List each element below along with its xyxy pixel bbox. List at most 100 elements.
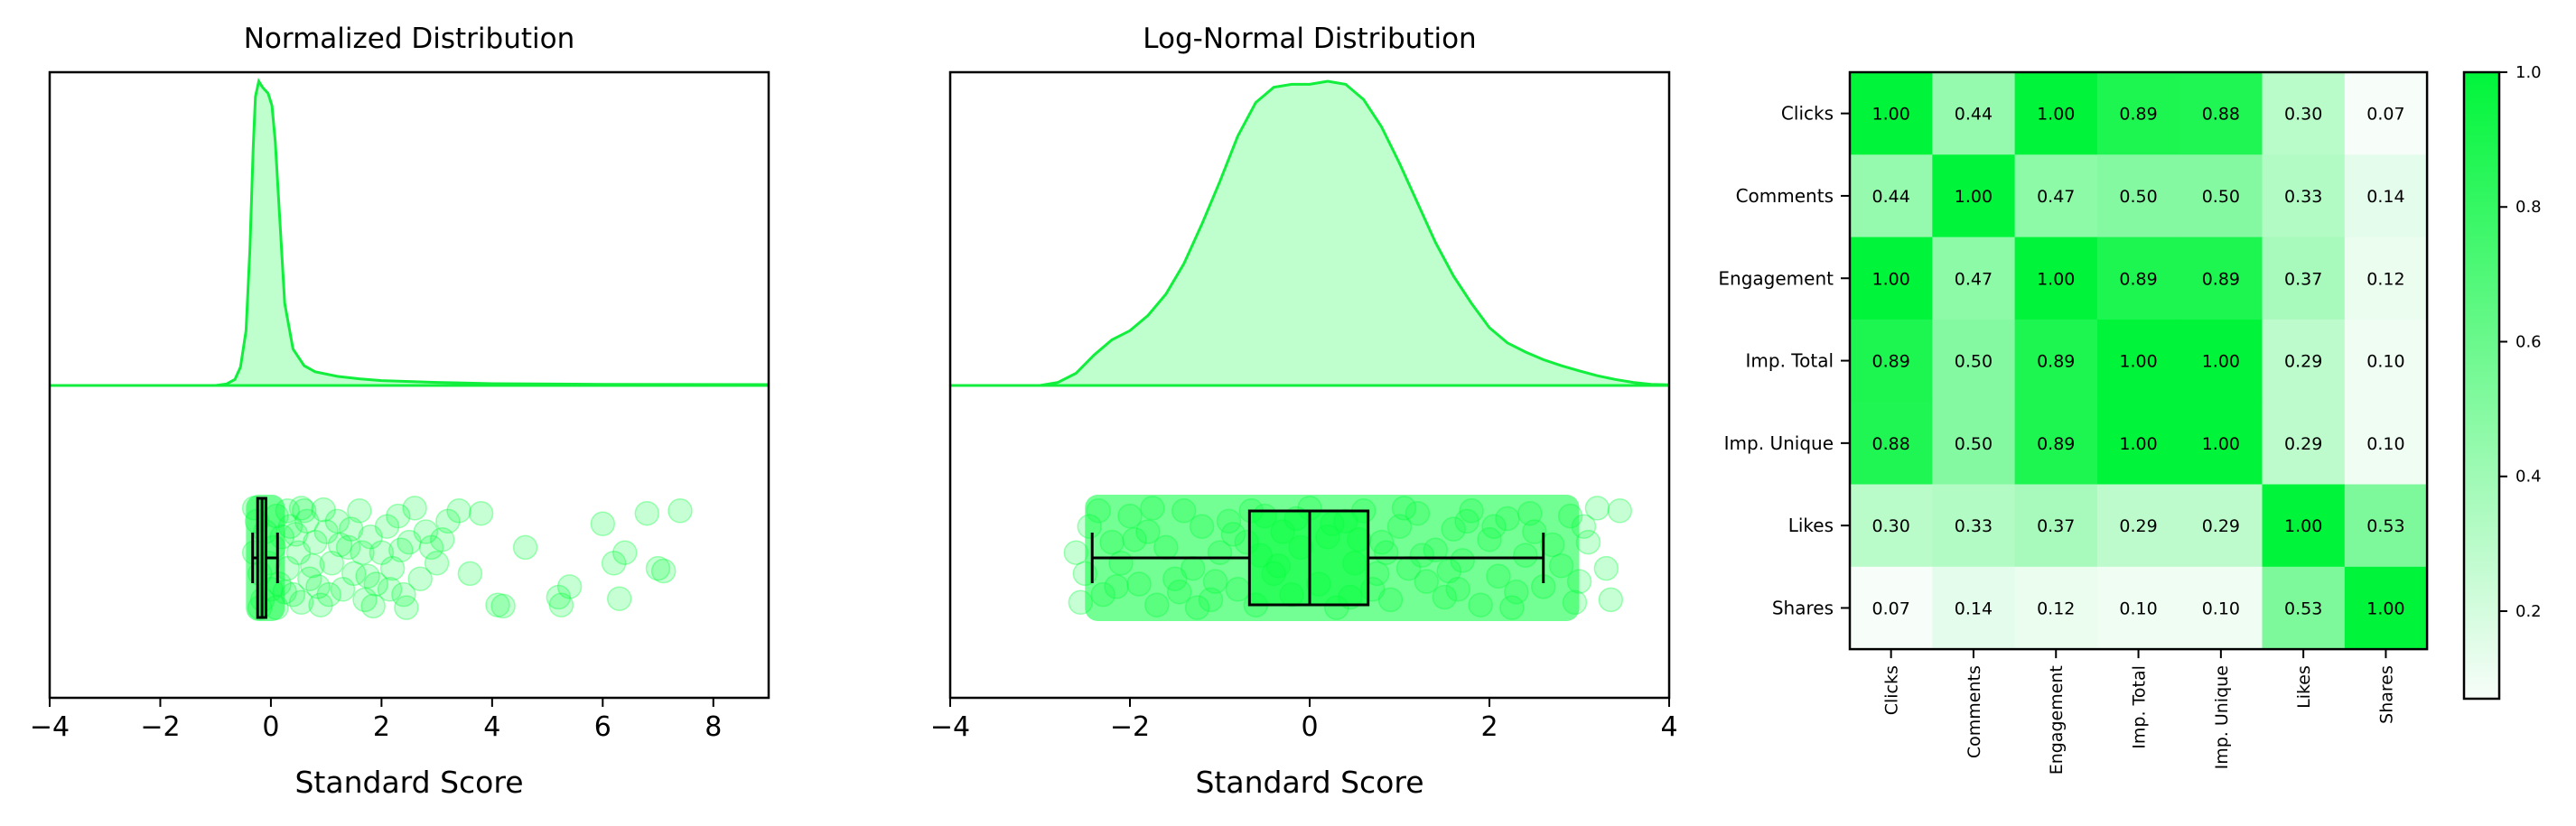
heatmap-cell xyxy=(2262,237,2346,320)
heatmap-cell xyxy=(2096,237,2180,320)
scatter-point xyxy=(338,516,364,542)
scatter-point xyxy=(350,540,375,565)
heatmap-value: 0.89 xyxy=(2037,352,2075,372)
scatter-point xyxy=(556,574,583,599)
heatmap-value: 0.29 xyxy=(2284,352,2322,372)
density-line xyxy=(950,79,1670,387)
x-tick-label: Clicks xyxy=(1882,665,1902,715)
y-tick-label: Clicks xyxy=(1781,103,1834,125)
scatter-point xyxy=(1593,555,1619,581)
heatmap-cell xyxy=(2262,72,2346,155)
x-tick-label: 2 xyxy=(1480,711,1498,743)
scatter-point xyxy=(285,540,312,565)
scatter-point xyxy=(388,537,414,563)
scatter-point xyxy=(358,524,383,550)
colorbar-tick-label: 0.6 xyxy=(2515,332,2542,351)
scatter-point xyxy=(446,498,471,524)
heatmap-value: 0.10 xyxy=(2202,599,2240,618)
heatmap-cell xyxy=(1932,484,2016,568)
scatter-point xyxy=(369,540,395,565)
x-axis-label: Standard Score xyxy=(1195,765,1423,800)
density-line xyxy=(50,78,770,387)
scatter-point xyxy=(288,496,314,521)
colorbar: 0.2 0.4 0.6 0.8 1.0 xyxy=(2462,63,2542,701)
heatmap-value: 0.53 xyxy=(2366,516,2404,536)
x-tick-label: Likes xyxy=(2294,665,2314,709)
heatmap-cell xyxy=(2344,484,2428,568)
heatmap-cell xyxy=(2262,566,2346,650)
scatter-point xyxy=(397,529,422,555)
heatmap-value: 0.88 xyxy=(2202,105,2240,125)
box-plot xyxy=(251,497,279,619)
heatmap-cell xyxy=(2096,72,2180,155)
colorbar-tick-label: 0.2 xyxy=(2515,602,2542,621)
heatmap-value: 0.53 xyxy=(2284,599,2322,618)
scatter-point xyxy=(319,551,345,576)
heatmap-cell xyxy=(2344,237,2428,320)
scatter-point xyxy=(612,540,638,565)
heatmap-value: 0.50 xyxy=(1955,352,1993,372)
scatter-point xyxy=(650,558,677,584)
x-tick-label: 0 xyxy=(262,711,279,743)
scatter-point xyxy=(468,500,494,526)
x-axis-label: Standard Score xyxy=(294,765,523,800)
heatmap-cell xyxy=(1850,402,1933,485)
heatmap-cell xyxy=(2014,154,2098,238)
x-tick-label: 4 xyxy=(483,711,500,743)
scatter-point xyxy=(316,581,341,608)
box-plot xyxy=(1090,509,1545,607)
heatmap-value: 0.29 xyxy=(2284,434,2322,454)
heatmap-cell xyxy=(1850,72,1933,155)
heatmap-value: 0.12 xyxy=(2037,599,2075,618)
scatter-point xyxy=(407,566,433,591)
heatmap-value: 1.00 xyxy=(2037,105,2075,125)
heatmap-cell xyxy=(2179,484,2263,568)
scatter-point xyxy=(667,498,693,524)
scatter-point xyxy=(512,534,538,561)
scatter-point xyxy=(394,595,419,620)
scatter-point xyxy=(485,592,510,617)
heatmap-cell xyxy=(1932,566,2016,650)
scatter-point xyxy=(391,581,416,608)
scatter-point xyxy=(347,498,372,524)
scatter-point xyxy=(634,500,660,526)
scatter-point xyxy=(341,561,367,587)
heatmap-value: 1.00 xyxy=(2284,516,2322,536)
x-tick-label: −2 xyxy=(140,711,180,743)
scatter-point xyxy=(606,586,632,611)
heatmap-cell xyxy=(2096,484,2180,568)
x-tick-label: Comments xyxy=(1965,665,1984,758)
heatmap-value: 0.50 xyxy=(1955,434,1993,454)
heatmap-value: 1.00 xyxy=(2119,434,2157,454)
heatmap-cell xyxy=(2179,154,2263,238)
colorbar-tick-label: 0.4 xyxy=(2515,468,2542,487)
heatmap-cell xyxy=(2179,566,2263,650)
heatmap-value: 0.14 xyxy=(1955,599,1993,618)
heatmap-value: 0.07 xyxy=(2366,105,2404,125)
scatter-point xyxy=(297,566,322,591)
heatmap-cell xyxy=(1932,319,2016,403)
heatmap-cell xyxy=(2262,484,2346,568)
heatmap-value: 1.00 xyxy=(2366,599,2404,618)
density-fill xyxy=(50,81,769,385)
scatter-point xyxy=(377,577,403,602)
heatmap-value: 0.29 xyxy=(2202,516,2240,536)
heatmap-cell xyxy=(2179,402,2263,485)
scatter-point xyxy=(303,529,328,555)
scatter-point xyxy=(291,498,317,524)
scatter-point xyxy=(374,514,400,539)
heatmap-value: 0.29 xyxy=(2119,516,2157,536)
x-tick-label: 6 xyxy=(594,711,611,743)
scatter-point xyxy=(305,574,331,599)
heatmap-cell xyxy=(2344,402,2428,485)
heatmap-value: 0.47 xyxy=(2037,187,2075,207)
scatter-point xyxy=(601,551,627,576)
x-tick-label: Shares xyxy=(2376,665,2396,724)
heatmap-cell xyxy=(1850,154,1933,238)
heatmap-cell xyxy=(2096,402,2180,485)
x-tick-label: 0 xyxy=(1301,711,1318,743)
heatmap-value: 0.50 xyxy=(2202,187,2240,207)
scatter-point xyxy=(429,526,455,552)
colorbar-tick-label: 1.0 xyxy=(2515,63,2542,82)
scatter-point xyxy=(335,534,361,561)
